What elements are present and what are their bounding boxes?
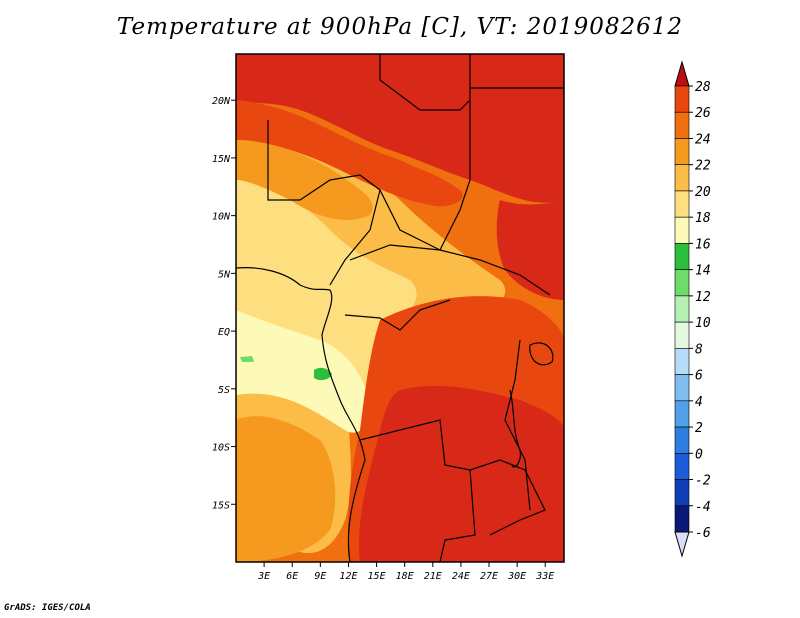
lon-tick-label: 18E (396, 571, 414, 582)
lat-tick-label: 15N (212, 154, 231, 165)
field-26-28-south (359, 385, 564, 562)
field-16-18 (236, 310, 371, 433)
colorbar-swatch (674, 321, 690, 349)
field-26-28-north (236, 54, 564, 203)
colorbar-label: 14 (695, 264, 711, 279)
colorbar-swatch (674, 216, 690, 244)
lake-tanganyika (509, 389, 521, 468)
border-zambia (469, 459, 546, 536)
lon-tick-label: 24E (452, 571, 470, 582)
colorbar-swatch (674, 426, 690, 454)
colorbar-label: 12 (695, 290, 711, 305)
colorbar-label: 10 (695, 316, 711, 331)
colorbar-top-cap (674, 60, 690, 87)
field-24-26-north (236, 100, 463, 207)
coastlines-borders (236, 54, 564, 562)
colorbar-label: 6 (695, 369, 703, 384)
colorbar-label: 0 (695, 447, 703, 462)
field-cold-spot-1 (314, 367, 332, 381)
colorbar-swatch (674, 479, 690, 507)
field-cold-spot-2 (240, 356, 254, 362)
colorbar-label: 4 (695, 395, 703, 410)
grads-credit: GrADS: IGES/COLA (4, 603, 91, 613)
lat-tick-label: 10S (212, 443, 230, 454)
colorbar-swatch (674, 190, 690, 218)
border-sahel (267, 120, 381, 286)
lat-tick-label: 5S (218, 385, 230, 396)
field-26-28-east (496, 200, 564, 300)
colorbar-label: 16 (695, 237, 711, 252)
lon-tick-label: 3E (257, 571, 270, 582)
colorbar-swatch (674, 138, 690, 166)
lat-tick-label: 20N (212, 96, 231, 107)
colorbar-swatch (674, 374, 690, 402)
lon-tick-label: 9E (314, 571, 326, 582)
colorbar-label: 26 (695, 106, 711, 121)
colorbar-label: 28 (695, 80, 711, 95)
colorbar-swatch (674, 243, 690, 270)
lon-tick-label: 21E (424, 571, 442, 582)
lat-tick-label: EQ (218, 327, 230, 338)
lon-tick-label: 30E (507, 571, 526, 582)
border-drc-east (504, 339, 531, 511)
colorbar-swatch (674, 400, 690, 428)
lon-tick-label: 27E (480, 571, 498, 582)
colorbar-label: 2 (695, 421, 703, 436)
map-title: Temperature at 900hPa [C], VT: 201908261… (116, 14, 684, 40)
colorbar-swatch (674, 164, 690, 192)
colorbar-swatch (674, 111, 690, 139)
lon-tick-label: 33E (535, 571, 554, 582)
latitude-axis: 20N 15N 10N 5N EQ 5S 10S 15S (212, 96, 236, 511)
colorbar-swatch (674, 348, 690, 375)
border-libya (379, 54, 471, 111)
colorbar-label: -6 (695, 526, 711, 541)
colorbar-swatch (674, 269, 690, 297)
west-coast (236, 267, 366, 562)
border-car (349, 244, 551, 296)
colorbar-bottom-cap (674, 531, 690, 558)
lake-victoria (529, 342, 554, 366)
longitude-axis: 3E 6E 9E 12E 15E 18E 21E 24E 27E 30E 33E (257, 562, 554, 582)
lat-tick-label: 5N (218, 269, 231, 280)
colorbar-label: 20 (695, 185, 711, 200)
border-congo (344, 299, 451, 331)
lon-tick-label: 15E (368, 571, 386, 582)
colorbar-label: 8 (695, 342, 703, 357)
colorbar-swatch (674, 505, 690, 533)
map-frame (235, 53, 565, 563)
border-central (379, 54, 471, 251)
colorbar-label: -2 (695, 474, 711, 489)
colorbar-label: 22 (695, 159, 711, 174)
field-20-22-north (236, 140, 373, 220)
lat-tick-label: 10N (212, 212, 231, 223)
temperature-field (236, 54, 564, 562)
lon-tick-label: 6E (286, 571, 298, 582)
colorbar-label: 18 (695, 211, 711, 226)
colorbar-label: 24 (695, 132, 711, 147)
lat-tick-label: 15S (212, 500, 230, 511)
colorbar-swatch (674, 295, 690, 323)
colorbar-label: -4 (695, 500, 711, 515)
colorbar-swatch (674, 85, 690, 113)
lon-tick-label: 12E (339, 571, 357, 582)
colorbar-swatch (674, 452, 690, 480)
field-22-24-ocean (236, 416, 336, 562)
